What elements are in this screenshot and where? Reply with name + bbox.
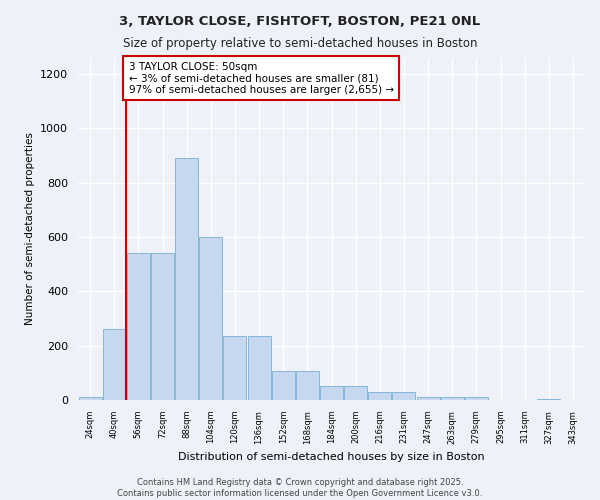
Bar	[223, 336, 247, 400]
Bar	[538, 398, 560, 400]
Y-axis label: Number of semi-detached properties: Number of semi-detached properties	[25, 132, 35, 325]
Bar	[344, 386, 367, 400]
Bar	[151, 253, 174, 400]
Text: 3 TAYLOR CLOSE: 50sqm
← 3% of semi-detached houses are smaller (81)
97% of semi-: 3 TAYLOR CLOSE: 50sqm ← 3% of semi-detac…	[128, 62, 394, 95]
Bar	[199, 237, 222, 400]
Bar	[416, 398, 440, 400]
Bar	[79, 398, 101, 400]
Bar	[103, 330, 125, 400]
X-axis label: Distribution of semi-detached houses by size in Boston: Distribution of semi-detached houses by …	[178, 452, 485, 462]
Bar	[441, 398, 464, 400]
Bar	[392, 392, 415, 400]
Bar	[465, 398, 488, 400]
Text: 3, TAYLOR CLOSE, FISHTOFT, BOSTON, PE21 0NL: 3, TAYLOR CLOSE, FISHTOFT, BOSTON, PE21 …	[119, 15, 481, 28]
Bar	[368, 392, 391, 400]
Bar	[296, 372, 319, 400]
Text: Size of property relative to semi-detached houses in Boston: Size of property relative to semi-detach…	[123, 38, 477, 51]
Bar	[248, 336, 271, 400]
Bar	[127, 253, 150, 400]
Bar	[320, 386, 343, 400]
Bar	[175, 158, 198, 400]
Bar	[272, 372, 295, 400]
Text: Contains HM Land Registry data © Crown copyright and database right 2025.
Contai: Contains HM Land Registry data © Crown c…	[118, 478, 482, 498]
